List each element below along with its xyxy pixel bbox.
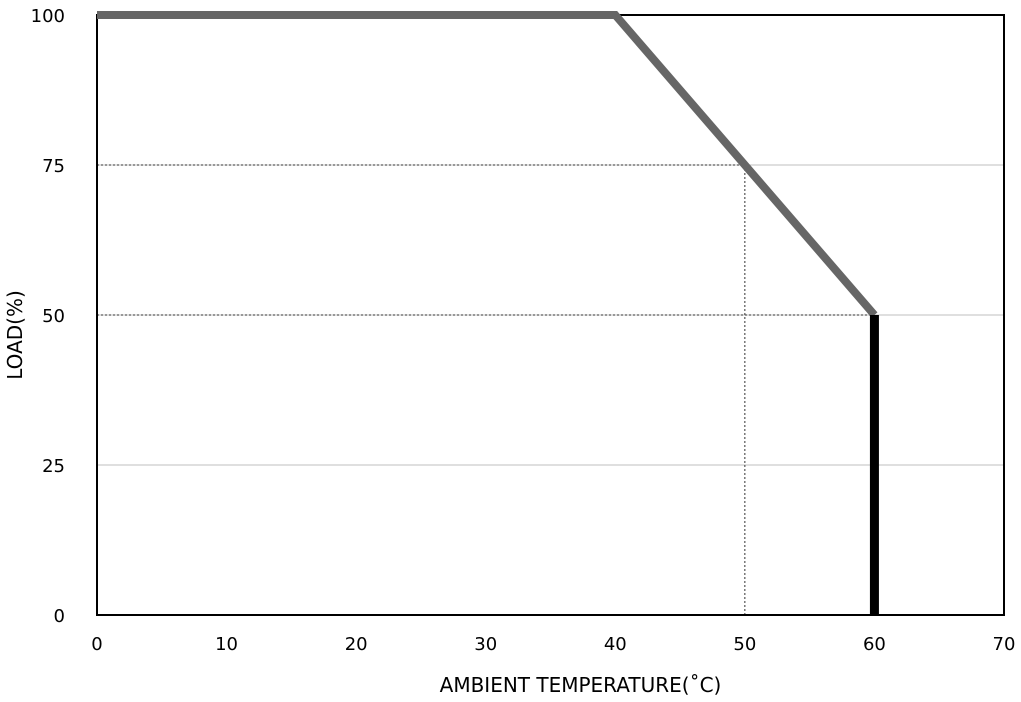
y-tick-labels: 0 25 50 75 100 (31, 6, 65, 627)
x-tick-label: 30 (474, 634, 497, 655)
x-tick-labels: 0 10 20 30 40 50 60 70 (91, 634, 1015, 655)
x-tick-label: 0 (91, 634, 102, 655)
x-tick-label: 20 (345, 634, 368, 655)
x-tick-label: 50 (733, 634, 756, 655)
x-tick-label: 70 (993, 634, 1016, 655)
y-tick-label: 0 (54, 606, 65, 627)
series-layer (96, 11, 879, 615)
x-tick-label: 10 (215, 634, 238, 655)
x-axis-title: AMBIENT TEMPERATURE(˚C) (440, 673, 722, 697)
reference-lines (97, 164, 875, 615)
x-tick-label: 40 (604, 634, 627, 655)
y-tick-label: 75 (42, 156, 65, 177)
y-axis-title: LOAD(%) (3, 290, 27, 380)
x-tick-label: 60 (863, 634, 886, 655)
y-tick-label: 50 (42, 306, 65, 327)
y-tick-label: 25 (42, 456, 65, 477)
y-tick-label: 100 (31, 6, 65, 27)
